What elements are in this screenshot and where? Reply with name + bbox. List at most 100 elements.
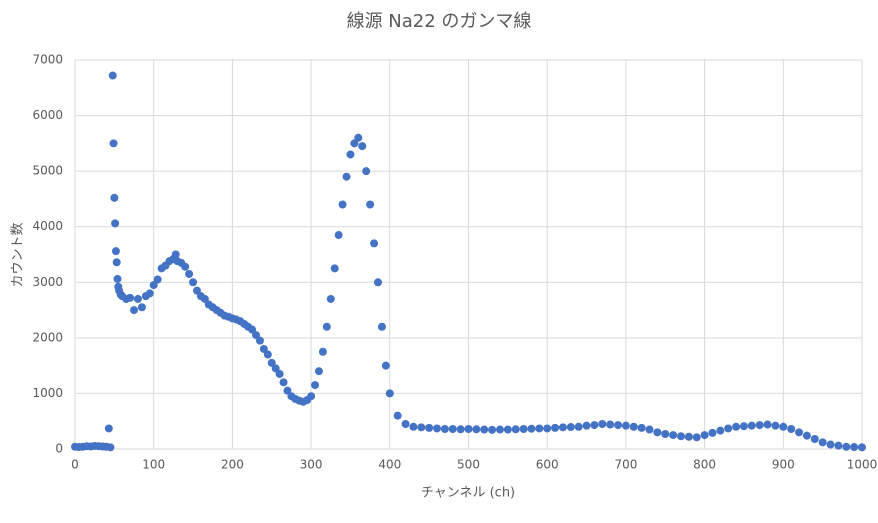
data-point bbox=[145, 289, 154, 298]
data-point bbox=[346, 150, 355, 159]
data-point bbox=[716, 426, 725, 435]
data-point bbox=[370, 239, 379, 248]
data-point bbox=[535, 424, 544, 433]
data-point bbox=[322, 322, 331, 331]
data-point bbox=[684, 432, 693, 441]
data-point bbox=[307, 392, 316, 401]
chart-title: 線源 Na22 のガンマ線 bbox=[347, 11, 532, 32]
data-point bbox=[834, 441, 843, 450]
y-tick-label: 3000 bbox=[32, 275, 63, 289]
data-point bbox=[113, 274, 122, 283]
data-point bbox=[358, 142, 367, 151]
data-point bbox=[108, 71, 117, 80]
data-point bbox=[267, 358, 276, 367]
data-point bbox=[279, 378, 288, 387]
data-point bbox=[519, 424, 528, 433]
data-point bbox=[259, 344, 268, 353]
data-point bbox=[275, 369, 284, 378]
data-point bbox=[503, 425, 512, 434]
data-point bbox=[543, 424, 552, 433]
data-point bbox=[111, 247, 120, 256]
data-point bbox=[810, 434, 819, 443]
data-point bbox=[393, 411, 402, 420]
data-point bbox=[858, 443, 866, 452]
data-point bbox=[263, 350, 272, 359]
data-point bbox=[787, 424, 796, 433]
data-point bbox=[676, 432, 685, 441]
data-point bbox=[314, 367, 323, 376]
data-point bbox=[409, 422, 418, 431]
y-axis-title: カウント数 bbox=[11, 222, 26, 287]
data-point bbox=[185, 269, 194, 278]
data-point bbox=[109, 139, 118, 148]
data-point bbox=[645, 425, 654, 434]
y-tick-label: 5000 bbox=[32, 164, 63, 178]
data-point bbox=[708, 428, 717, 437]
x-tick-label: 700 bbox=[614, 458, 637, 472]
data-point bbox=[739, 422, 748, 431]
data-point bbox=[606, 420, 615, 429]
data-point bbox=[192, 286, 201, 295]
data-point bbox=[700, 431, 709, 440]
x-tick-label: 600 bbox=[536, 458, 559, 472]
data-point bbox=[338, 200, 347, 209]
data-point bbox=[464, 424, 473, 433]
x-axis-title: チャンネル (ch) bbox=[421, 486, 515, 501]
x-tick-label: 400 bbox=[378, 458, 401, 472]
x-tick-label: 800 bbox=[693, 458, 716, 472]
data-point bbox=[200, 294, 209, 303]
data-point bbox=[802, 431, 811, 440]
data-point bbox=[133, 294, 142, 303]
data-point bbox=[795, 428, 804, 437]
data-point bbox=[669, 431, 678, 440]
data-point bbox=[472, 425, 481, 434]
data-point bbox=[755, 421, 764, 430]
data-point bbox=[724, 424, 733, 433]
x-tick-label: 100 bbox=[142, 458, 165, 472]
data-point bbox=[171, 250, 180, 259]
data-point bbox=[334, 231, 343, 240]
data-point bbox=[495, 425, 504, 434]
x-tick-label: 500 bbox=[457, 458, 480, 472]
y-tick-label: 0 bbox=[55, 442, 63, 456]
data-point bbox=[558, 423, 567, 432]
data-point bbox=[511, 425, 520, 434]
data-point bbox=[381, 361, 390, 370]
data-point bbox=[111, 219, 120, 228]
data-point bbox=[527, 424, 536, 433]
data-point bbox=[350, 139, 359, 148]
data-point bbox=[574, 422, 583, 431]
y-tick-label: 2000 bbox=[32, 330, 63, 344]
data-point bbox=[732, 422, 741, 431]
data-point bbox=[488, 425, 497, 434]
data-point bbox=[112, 258, 121, 267]
data-point bbox=[480, 425, 489, 434]
data-point bbox=[417, 423, 426, 432]
data-point bbox=[354, 133, 363, 142]
data-point bbox=[252, 331, 261, 340]
data-point bbox=[311, 381, 320, 390]
data-point bbox=[153, 275, 162, 284]
data-point bbox=[104, 424, 113, 433]
data-point bbox=[818, 438, 827, 447]
data-point bbox=[271, 364, 280, 373]
data-point bbox=[440, 424, 449, 433]
data-point bbox=[385, 389, 394, 398]
data-point bbox=[850, 443, 859, 452]
data-point bbox=[326, 294, 335, 303]
y-tick-label: 1000 bbox=[32, 386, 63, 400]
data-point bbox=[456, 425, 465, 434]
data-point bbox=[566, 423, 575, 432]
data-point bbox=[373, 278, 382, 287]
data-point bbox=[629, 422, 638, 431]
data-point bbox=[842, 442, 851, 451]
data-point bbox=[598, 419, 607, 428]
data-point bbox=[401, 419, 410, 428]
data-point bbox=[248, 325, 257, 334]
data-point bbox=[318, 347, 327, 356]
data-point bbox=[771, 421, 780, 430]
data-point bbox=[342, 172, 351, 181]
data-point bbox=[110, 193, 119, 202]
data-point bbox=[181, 262, 190, 271]
